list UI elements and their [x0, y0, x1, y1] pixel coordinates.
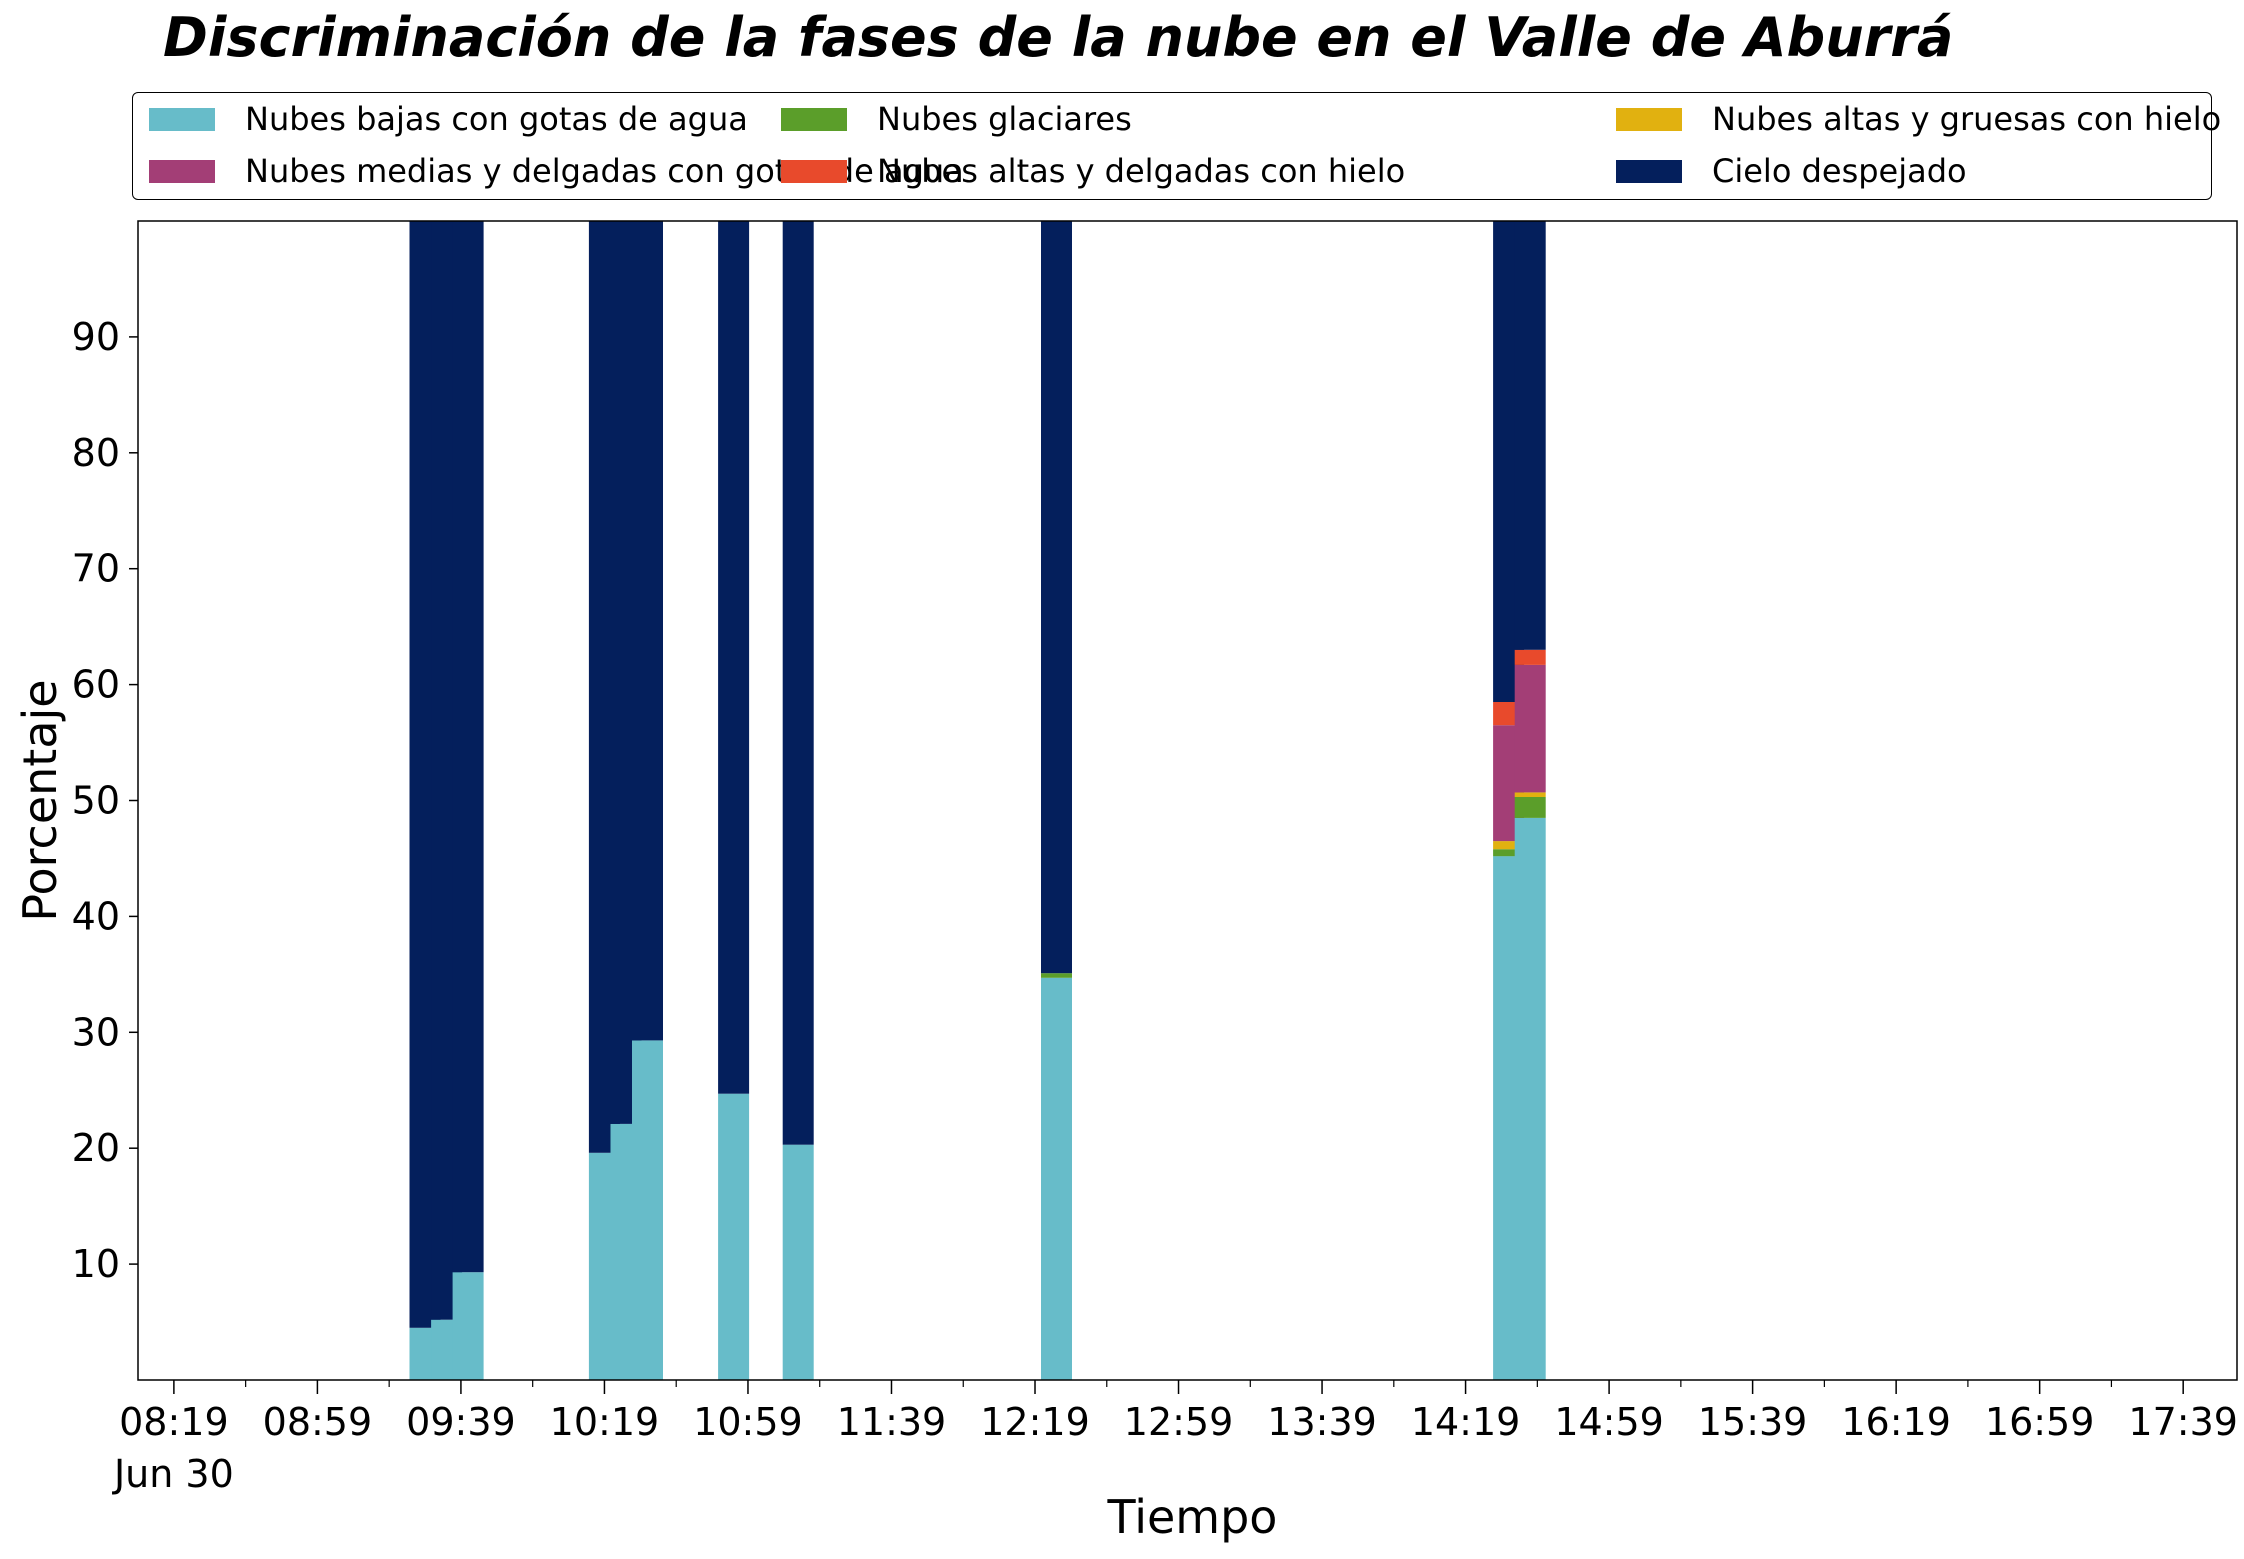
x-tick-label: 14:19: [1411, 1400, 1521, 1444]
legend-label: Nubes altas y delgadas con hielo: [877, 152, 1406, 190]
y-tick-label: 70: [72, 547, 120, 591]
bar-segment: [1514, 797, 1546, 818]
x-tick-label: 11:39: [837, 1400, 947, 1444]
x-tick-label: 16:19: [1841, 1400, 1951, 1444]
bar-segment: [782, 1144, 814, 1380]
legend-entry: Nubes altas y delgadas con hielo: [781, 149, 1405, 193]
y-tick-label: 80: [72, 431, 120, 475]
y-tick-label: 40: [72, 894, 120, 938]
legend-swatch: [149, 107, 215, 131]
bar-segment: [782, 221, 814, 1145]
legend-label: Nubes altas y gruesas con hielo: [1712, 100, 2222, 138]
chart-title: Discriminación de la fases de la nube en…: [163, 6, 1954, 69]
legend-swatch: [1616, 107, 1682, 131]
legend: Nubes bajas con gotas de agua Nubes glaci…: [132, 92, 2221, 200]
legend-entry: Cielo despejado: [1616, 149, 1967, 193]
y-tick-label: 10: [72, 1242, 120, 1286]
x-tick-label: 08:19: [119, 1400, 229, 1444]
bar-segment: [718, 1093, 750, 1380]
legend-entry: Nubes bajas con gotas de agua: [149, 97, 748, 141]
bar-segment: [632, 221, 663, 1041]
bar-segment: [718, 221, 750, 1094]
bar-segment: [1493, 849, 1525, 857]
legend-label: Nubes bajas con gotas de agua: [245, 100, 748, 138]
x-tick-label: 09:39: [406, 1400, 516, 1444]
bar-segment: [1041, 977, 1072, 1380]
x-tick-label: 08:59: [263, 1400, 373, 1444]
y-tick-label: 50: [72, 779, 120, 823]
bar-segment: [1514, 792, 1546, 797]
x-tick-label: 12:59: [1124, 1400, 1234, 1444]
y-tick-label: 20: [72, 1126, 120, 1170]
x-date-label: Jun 30: [112, 1452, 234, 1496]
legend-label: Cielo despejado: [1712, 152, 1967, 190]
x-tick-label: 13:39: [1267, 1400, 1377, 1444]
legend-entry: Nubes altas y gruesas con hielo: [1616, 97, 2221, 141]
legend-swatch: [1616, 159, 1682, 183]
legend-label: Nubes glaciares: [877, 100, 1132, 138]
x-tick-label: 10:19: [550, 1400, 660, 1444]
bar-segment: [632, 1040, 663, 1380]
y-axis-title: Porcentaje: [13, 679, 67, 921]
y-tick-label: 90: [72, 315, 120, 359]
bar-segment: [1514, 817, 1546, 1380]
legend-swatch: [781, 107, 847, 131]
x-tick-label: 15:39: [1698, 1400, 1808, 1444]
legend-swatch: [149, 159, 215, 183]
bar-segment: [452, 1272, 484, 1380]
legend-entry: Nubes glaciares: [781, 97, 1132, 141]
x-tick-label: 10:59: [693, 1400, 803, 1444]
y-tick-label: 60: [72, 663, 120, 707]
x-tick-label: 14:59: [1554, 1400, 1664, 1444]
x-tick-label: 17:39: [2128, 1400, 2238, 1444]
x-tick-label: 12:19: [980, 1400, 1090, 1444]
bar-segment: [1493, 841, 1525, 850]
legend-swatch: [781, 159, 847, 183]
bar-segment: [1514, 649, 1546, 665]
x-axis-title: Tiempo: [1107, 1490, 1278, 1544]
bar-segment: [1514, 664, 1546, 793]
y-tick-label: 30: [72, 1010, 120, 1054]
bar-segment: [1041, 221, 1072, 974]
bar-segment: [1514, 221, 1546, 650]
bar-segment: [452, 221, 484, 1273]
x-tick-label: 16:59: [1985, 1400, 2095, 1444]
bar-segment: [1041, 973, 1072, 978]
